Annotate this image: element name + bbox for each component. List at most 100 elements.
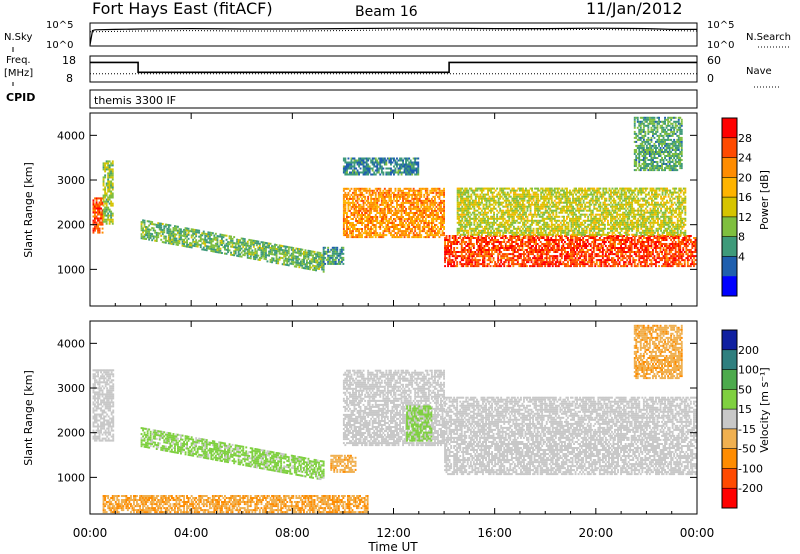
range-gate-cell <box>369 192 371 194</box>
range-gate-cell <box>286 254 288 256</box>
range-gate-cell <box>501 204 503 206</box>
range-gate-cell <box>112 215 114 217</box>
range-gate-cell <box>392 220 394 222</box>
range-gate-cell <box>450 263 452 265</box>
range-gate-cell <box>576 265 578 267</box>
range-gate-cell <box>103 183 105 185</box>
range-gate-cell <box>573 255 575 257</box>
range-gate-cell <box>361 228 363 230</box>
range-gate-cell <box>442 230 444 232</box>
range-gate-cell <box>364 202 366 204</box>
range-gate-cell <box>470 208 472 210</box>
range-gate-cell <box>366 192 368 194</box>
range-gate-cell <box>549 241 551 243</box>
range-gate-cell <box>669 259 671 261</box>
range-gate-cell <box>417 202 419 204</box>
range-gate-cell <box>367 224 369 226</box>
range-gate-cell <box>443 210 445 212</box>
range-gate-cell <box>361 212 363 214</box>
range-gate-cell <box>384 198 386 200</box>
range-gate-cell <box>396 206 398 208</box>
range-gate-cell <box>528 255 530 257</box>
range-gate-cell <box>478 265 480 267</box>
range-gate-cell <box>625 261 627 263</box>
range-gate-cell <box>215 233 217 235</box>
range-gate-cell <box>351 194 353 196</box>
range-gate-cell <box>460 190 462 192</box>
range-gate-cell <box>440 228 442 230</box>
range-gate-cell <box>481 243 483 245</box>
range-gate-cell <box>455 235 457 237</box>
range-gate-cell <box>525 243 527 245</box>
range-gate-cell <box>534 255 536 257</box>
range-gate-cell <box>112 193 114 195</box>
range-gate-cell <box>388 228 390 230</box>
range-gate-cell <box>112 219 114 221</box>
range-gate-cell <box>360 210 362 212</box>
range-gate-cell <box>456 243 458 245</box>
range-gate-cell <box>453 263 455 265</box>
range-gate-cell <box>449 237 451 239</box>
range-gate-cell <box>449 239 451 241</box>
range-gate-cell <box>564 241 566 243</box>
range-gate-cell <box>456 247 458 249</box>
range-gate-cell <box>500 251 502 253</box>
range-gate-cell <box>104 164 106 166</box>
range-gate-cell <box>631 249 633 251</box>
range-gate-cell <box>446 235 448 237</box>
range-gate-cell <box>510 192 512 194</box>
range-gate-cell <box>97 226 99 228</box>
range-gate-cell <box>104 213 106 215</box>
range-gate-cell <box>244 240 246 242</box>
range-gate-cell <box>217 237 219 239</box>
noise-search-series <box>90 29 697 31</box>
range-gate-cell <box>602 245 604 247</box>
range-gate-cell <box>514 249 516 251</box>
noise-strip: N.Sky 10^5 10^0 10^5 10^0 N.Search <box>4 20 791 52</box>
range-gate-cell <box>462 239 464 241</box>
range-gate-cell <box>176 234 178 236</box>
range-gate-cell <box>390 212 392 214</box>
range-gate-cell <box>379 188 381 190</box>
range-gate-cell <box>532 253 534 255</box>
range-gate-cell <box>594 243 596 245</box>
range-gate-cell <box>687 261 689 263</box>
range-gate-cell <box>354 196 356 198</box>
range-gate-cell <box>487 212 489 214</box>
range-gate-cell <box>516 212 518 214</box>
range-gate-cell <box>591 255 593 257</box>
range-gate-cell <box>688 243 690 245</box>
range-gate-cell <box>514 222 516 224</box>
range-gate-cell <box>493 214 495 216</box>
range-gate-cell <box>444 259 446 261</box>
noise-right-tick-top: 10^5 <box>707 20 734 31</box>
range-gate-cell <box>467 198 469 200</box>
range-gate-cell <box>390 204 392 206</box>
range-gate-cell <box>497 239 499 241</box>
range-gate-cell <box>390 196 392 198</box>
range-gate-cell <box>404 220 406 222</box>
range-gate-cell <box>112 176 114 178</box>
range-gate-cell <box>508 261 510 263</box>
range-gate-cell <box>504 192 506 194</box>
range-gate-cell <box>153 227 155 229</box>
range-gate-cell <box>456 261 458 263</box>
nave-label: Nave <box>746 66 772 77</box>
range-gate-cell <box>546 255 548 257</box>
range-gate-cell <box>666 237 668 239</box>
range-gate-cell <box>452 253 454 255</box>
range-gate-cell <box>597 253 599 255</box>
range-gate-cell <box>364 214 366 216</box>
range-gate-cell <box>587 241 589 243</box>
range-gate-cell <box>341 251 343 253</box>
range-gate-cell <box>682 247 684 249</box>
range-gate-cell <box>419 224 421 226</box>
range-gate-cell <box>578 253 580 255</box>
range-gate-cell <box>687 253 689 255</box>
range-gate-cell <box>112 189 114 191</box>
range-gate-cell <box>590 249 592 251</box>
range-gate-cell <box>585 253 587 255</box>
range-gate-cell <box>637 265 639 267</box>
range-gate-cell <box>376 216 378 218</box>
range-gate-cell <box>519 202 521 204</box>
